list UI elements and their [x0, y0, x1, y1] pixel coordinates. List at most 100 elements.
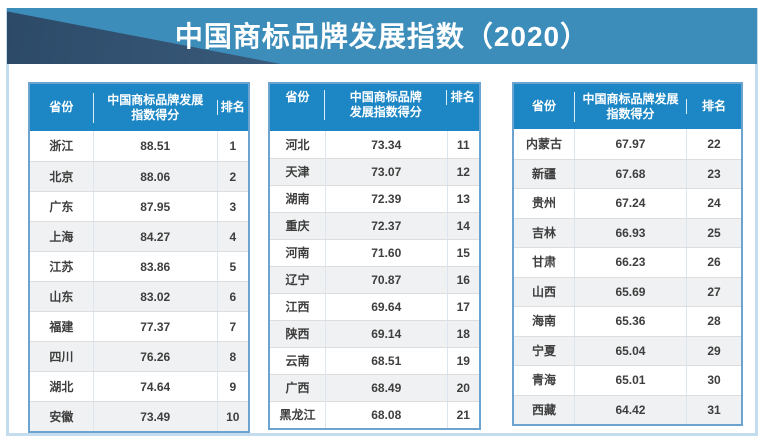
- table-row: 江西 69.64 17: [270, 293, 479, 320]
- rank-cell: 14: [446, 213, 479, 239]
- province-cell: 宁夏: [531, 343, 556, 358]
- rank-cell: 3: [216, 192, 248, 221]
- rank-cell: 24: [685, 189, 741, 218]
- rank-cell: 7: [216, 312, 248, 341]
- rank-cell: 6: [216, 282, 248, 311]
- province-cell: 湖南: [285, 192, 310, 206]
- table-row: 甘肃 66.23 26: [514, 247, 741, 277]
- province-cell: 广西: [285, 381, 310, 395]
- score-cell: 67.97: [573, 129, 686, 159]
- table-row: 内蒙古 67.97 22: [514, 129, 741, 159]
- ranking-table-1-10: 省份 中国商标品牌发展 指数得分 排名浙江 88.51 1 北京 88.06 2 广东 87.95…: [28, 82, 250, 433]
- table-row: 山西 65.69 27: [514, 276, 741, 306]
- rank-cell: 31: [685, 395, 741, 424]
- table-row: 西藏 64.42 31: [514, 394, 741, 424]
- table-row: 湖南 72.39 13: [270, 185, 479, 212]
- rank-cell: 23: [685, 159, 741, 188]
- score-cell: 68.49: [324, 375, 447, 401]
- score-cell: 65.04: [573, 336, 686, 365]
- province-cell: 陕西: [285, 327, 310, 341]
- table-row: 江苏 83.86 5: [30, 251, 248, 281]
- score-cell: 65.69: [573, 277, 686, 306]
- title-banner: 中国商标品牌发展指数（2020）: [7, 8, 757, 64]
- table-header-row: 省份 中国商标品牌发展 指数得分 排名: [30, 84, 248, 131]
- table-row: 浙江 88.51 1: [30, 131, 248, 161]
- table-row: 河北 73.34 11: [270, 131, 479, 158]
- rank-cell: 21: [446, 402, 479, 428]
- rank-cell: 29: [685, 336, 741, 365]
- table-row: 重庆 72.37 14: [270, 212, 479, 239]
- province-cell: 内蒙古: [525, 136, 562, 151]
- score-cell: 74.64: [92, 372, 217, 401]
- score-cell: 72.37: [324, 213, 447, 239]
- rank-cell: 5: [216, 252, 248, 281]
- province-cell: 贵州: [531, 196, 556, 211]
- rank-cell: 25: [685, 218, 741, 247]
- ranking-table-11-21: 省份 中国商标品牌 发展指数得分 排名 河北 73.34 11 天津 73.07 12 湖南 72.…: [268, 82, 481, 430]
- rank-cell: 11: [446, 131, 479, 158]
- score-cell: 68.08: [324, 402, 447, 428]
- page-title: 中国商标品牌发展指数（2020）: [174, 21, 590, 53]
- rank-cell: 19: [446, 348, 479, 374]
- rank-cell: 27: [685, 277, 741, 306]
- score-cell: 67.24: [573, 189, 686, 218]
- score-cell: 66.23: [573, 248, 686, 277]
- province-cell: 安徽: [49, 409, 74, 424]
- province-cell: 海南: [531, 314, 556, 329]
- score-cell: 70.87: [324, 267, 447, 293]
- province-column-header: 省份: [285, 90, 310, 104]
- table-row: 海南 65.36 28: [514, 306, 741, 336]
- province-cell: 福建: [49, 319, 74, 334]
- score-cell: 73.07: [324, 159, 447, 185]
- province-cell: 辽宁: [285, 273, 310, 287]
- table-row: 辽宁 70.87 16: [270, 266, 479, 293]
- table-row: 上海 84.27 4: [30, 221, 248, 251]
- score-cell: 68.51: [324, 348, 447, 374]
- score-column-header: 中国商标品牌发展 指数得分: [92, 92, 217, 123]
- table-row: 湖北 74.64 9: [30, 371, 248, 401]
- province-column-header: 省份: [49, 100, 74, 114]
- rank-cell: 18: [446, 321, 479, 347]
- province-cell: 湖北: [49, 379, 74, 394]
- score-cell: 66.93: [573, 218, 686, 247]
- table-row: 广西 68.49 20: [270, 374, 479, 401]
- rank-cell: 26: [685, 248, 741, 277]
- rank-cell: 12: [446, 159, 479, 185]
- table-header-row: 省份 中国商标品牌发展 指数得分 排名: [514, 84, 741, 129]
- score-cell: 71.60: [324, 240, 447, 266]
- table-row: 宁夏 65.04 29: [514, 335, 741, 365]
- ranking-table-22-31: 省份 中国商标品牌发展 指数得分 排名内蒙古 67.97 22 新疆 67.68 23 贵州 67…: [512, 82, 743, 426]
- table-row: 贵州 67.24 24: [514, 188, 741, 218]
- score-cell: 88.06: [92, 162, 217, 191]
- province-cell: 黑龙江: [279, 408, 316, 422]
- table-row: 北京 88.06 2: [30, 161, 248, 191]
- table-row: 青海 65.01 30: [514, 365, 741, 395]
- score-cell: 67.68: [573, 159, 686, 188]
- province-cell: 云南: [285, 354, 310, 368]
- rank-cell: 22: [685, 129, 741, 159]
- province-cell: 河北: [285, 137, 310, 152]
- table-row: 安徽 73.49 10: [30, 401, 248, 431]
- score-cell: 87.95: [92, 192, 217, 221]
- province-cell: 浙江: [49, 139, 74, 153]
- province-cell: 重庆: [285, 219, 310, 233]
- rank-cell: 10: [216, 402, 248, 431]
- table-row: 陕西 69.14 18: [270, 320, 479, 347]
- province-cell: 甘肃: [531, 255, 556, 270]
- table-row: 吉林 66.93 25: [514, 217, 741, 247]
- province-cell: 新疆: [531, 166, 556, 181]
- score-cell: 72.39: [324, 186, 447, 212]
- table-row: 广东 87.95 3: [30, 191, 248, 221]
- province-cell: 四川: [49, 349, 74, 364]
- rank-cell: 17: [446, 294, 479, 320]
- province-cell: 河南: [285, 246, 310, 260]
- rank-cell: 16: [446, 267, 479, 293]
- score-cell: 73.34: [324, 131, 447, 158]
- rank-column-header: 排名: [216, 100, 248, 115]
- table-row: 四川 76.26 8: [30, 341, 248, 371]
- score-cell: 84.27: [92, 222, 217, 251]
- rank-cell: 4: [216, 222, 248, 251]
- rank-column-header: 排名: [447, 90, 479, 105]
- rank-cell: 1: [216, 131, 248, 161]
- province-cell: 上海: [49, 229, 74, 244]
